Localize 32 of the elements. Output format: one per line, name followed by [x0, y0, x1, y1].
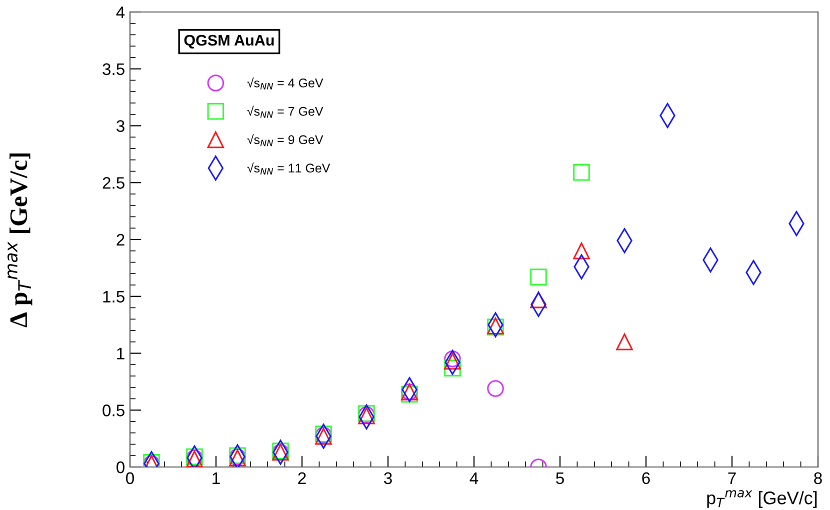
x-tick-label: 3	[384, 472, 392, 484]
x-tick-label: 5	[556, 472, 564, 484]
y-tick-label: 3.5	[102, 63, 124, 76]
text: QGSM AuAu	[184, 34, 274, 49]
point	[530, 291, 547, 308]
y-tick-label: 1.5	[103, 290, 124, 303]
point	[616, 333, 633, 350]
y-tick-label: 1	[117, 348, 124, 360]
y-tick-label: 2.5	[102, 177, 124, 189]
point	[487, 380, 504, 397]
x-tick-label: 0	[126, 472, 134, 484]
legend-label: √s$_{NN}$ = 9 GeV	[247, 134, 324, 146]
point	[530, 268, 547, 286]
legend-label: √s$_{NN}$ = 11 GeV	[247, 162, 330, 174]
x-tick-label: 1	[212, 472, 220, 484]
x-tick-label: 8	[814, 472, 822, 484]
point	[573, 242, 590, 260]
point	[444, 360, 461, 376]
point	[573, 164, 590, 181]
legend-label: √s$_{NN}$ = 7 GeV	[247, 106, 324, 118]
legend-label: √s$_{NN}$ = 4 GeV	[247, 77, 324, 90]
y-tick-label: 2	[116, 234, 124, 246]
y-tick-label: 3	[116, 120, 124, 132]
x-tick-label: 6	[642, 472, 650, 484]
y-tick-label: 0.5	[102, 404, 124, 416]
x-tick-label: 2	[298, 472, 306, 484]
x-tick-label: 7	[728, 472, 736, 484]
x-axis-title: p$_{T}$$^{max}$ [GeV/c]	[707, 490, 817, 508]
y-tick-label: 4	[116, 6, 125, 18]
y-tick-label: 0	[116, 461, 124, 474]
x-tick-label: 4	[470, 472, 478, 484]
y-axis-title: Δ p$_{T}$$^{max}$ [GeV/c]	[8, 153, 32, 328]
